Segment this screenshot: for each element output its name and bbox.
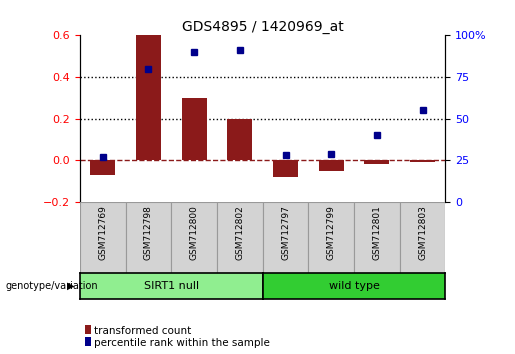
Title: GDS4895 / 1420969_at: GDS4895 / 1420969_at xyxy=(182,21,344,34)
Bar xyxy=(410,160,435,162)
FancyBboxPatch shape xyxy=(217,202,263,273)
FancyBboxPatch shape xyxy=(80,202,126,273)
Text: GSM712803: GSM712803 xyxy=(418,205,427,260)
Text: GSM712800: GSM712800 xyxy=(190,205,199,260)
FancyBboxPatch shape xyxy=(354,202,400,273)
FancyBboxPatch shape xyxy=(400,202,445,273)
FancyBboxPatch shape xyxy=(171,202,217,273)
Bar xyxy=(364,160,389,164)
Bar xyxy=(136,35,161,160)
Bar xyxy=(181,98,207,160)
Text: GSM712769: GSM712769 xyxy=(98,205,107,260)
Text: wild type: wild type xyxy=(329,281,380,291)
Text: SIRT1 null: SIRT1 null xyxy=(144,281,199,291)
Text: GSM712797: GSM712797 xyxy=(281,205,290,260)
Text: percentile rank within the sample: percentile rank within the sample xyxy=(94,338,270,348)
Bar xyxy=(90,160,115,175)
Bar xyxy=(319,160,344,171)
Text: GSM712802: GSM712802 xyxy=(235,205,244,260)
Bar xyxy=(227,119,252,160)
FancyBboxPatch shape xyxy=(263,202,308,273)
Text: GSM712799: GSM712799 xyxy=(327,205,336,260)
Text: GSM712801: GSM712801 xyxy=(372,205,382,260)
Text: ▶: ▶ xyxy=(67,281,75,291)
Text: GSM712798: GSM712798 xyxy=(144,205,153,260)
Text: transformed count: transformed count xyxy=(94,326,192,336)
FancyBboxPatch shape xyxy=(308,202,354,273)
FancyBboxPatch shape xyxy=(126,202,171,273)
Text: genotype/variation: genotype/variation xyxy=(5,281,98,291)
Bar xyxy=(273,160,298,177)
